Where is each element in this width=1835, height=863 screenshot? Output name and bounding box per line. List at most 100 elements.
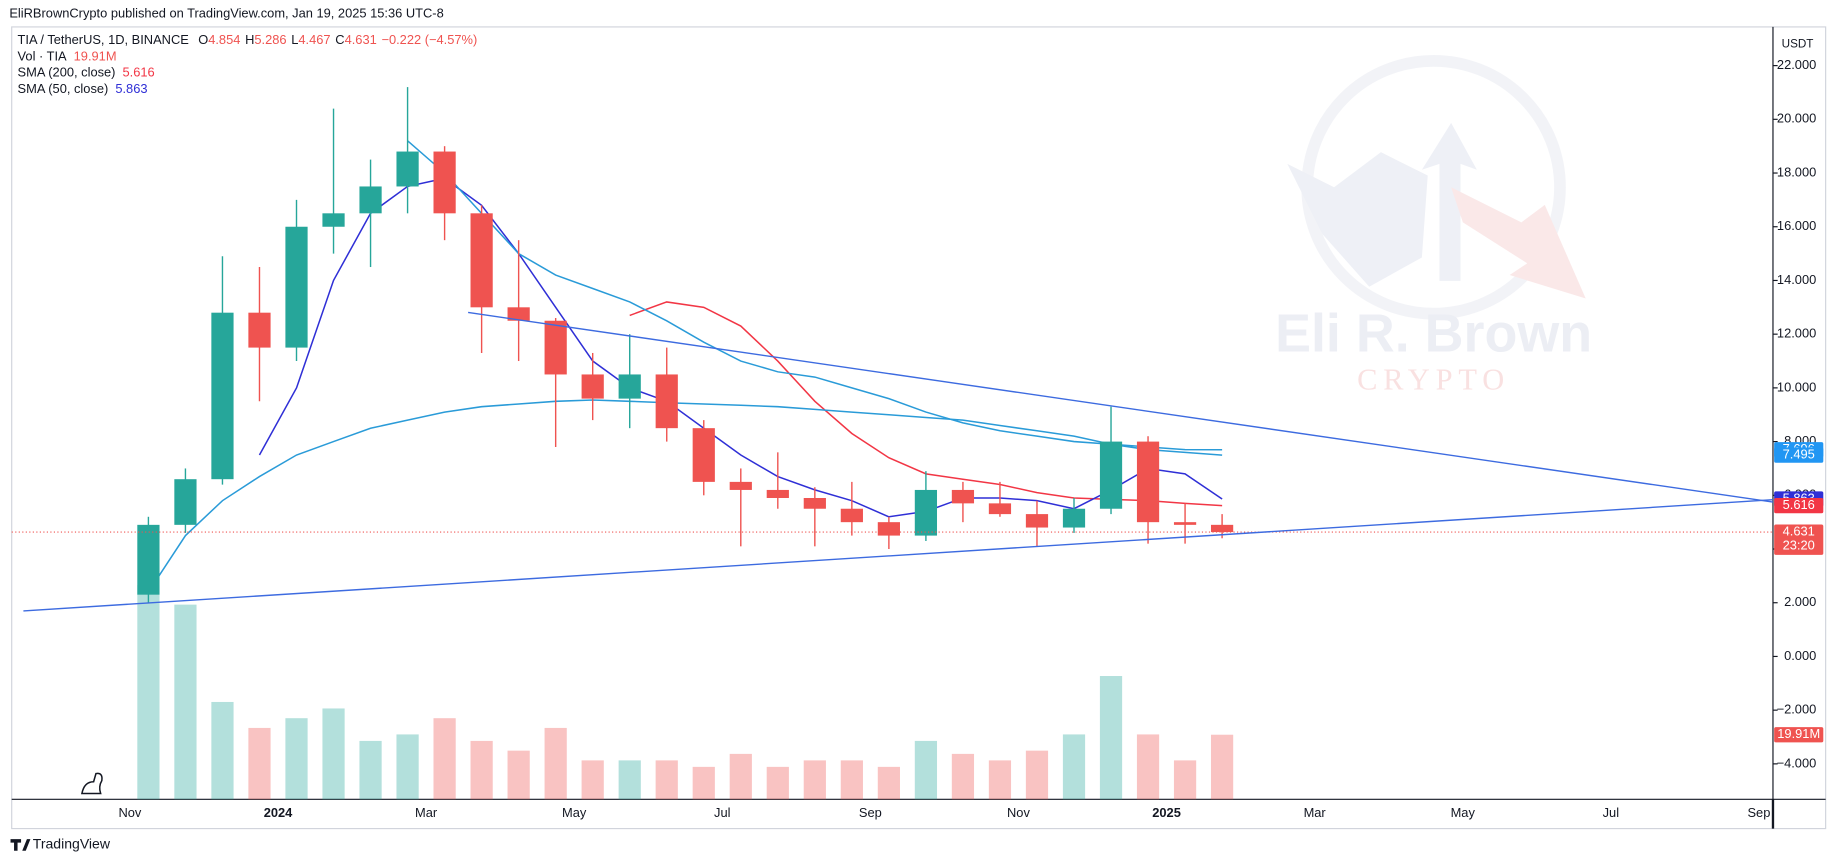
- candle-body: [1173, 522, 1197, 525]
- series-tag-bg: [1774, 447, 1824, 463]
- candle-body: [581, 374, 604, 399]
- candle-body: [951, 489, 975, 504]
- candle-body: [470, 213, 493, 308]
- volume-bar: [655, 760, 678, 800]
- y-tick-label: 18.000: [1777, 164, 1816, 179]
- volume-bar: [729, 753, 752, 800]
- candle-body: [840, 508, 863, 523]
- candle-body: [433, 151, 456, 214]
- volume-bar: [914, 740, 938, 800]
- price-tag: 4.631: [1783, 523, 1815, 538]
- volume-bar: [285, 718, 308, 800]
- plot: [11, 87, 1773, 800]
- countdown: 23:20: [1783, 538, 1815, 553]
- candle-body: [692, 428, 715, 482]
- x-tick-label: Sep: [859, 805, 882, 820]
- volume-legend: Vol · TIA 19.91M: [18, 49, 117, 64]
- ohlc-value: 4.467: [298, 32, 330, 47]
- candle-body: [618, 374, 641, 399]
- candle-body: [248, 312, 271, 348]
- watermark: [1287, 55, 1586, 320]
- volume-tag-bg: [1774, 727, 1824, 743]
- volume-bar: [470, 740, 493, 800]
- ohlc-key: O: [198, 32, 208, 47]
- x-tick-label: Jul: [714, 805, 730, 820]
- candle-body: [359, 186, 382, 214]
- symbol: TIA / TetherUS, 1D, BINANCE: [18, 32, 190, 47]
- volume-bar: [1173, 760, 1197, 800]
- y-tick-label: 2.000: [1784, 594, 1816, 609]
- dino-icon: [80, 772, 103, 795]
- series-tag: 5.616: [1783, 497, 1815, 512]
- symbol-legend: TIA / TetherUS, 1D, BINANCE O4.854 H5.286 L…: [18, 32, 478, 47]
- volume-bar: [322, 708, 345, 800]
- candle-body: [544, 320, 567, 375]
- candle-body: [803, 497, 826, 509]
- publisher: EliRBrownCrypto published on TradingView…: [9, 5, 443, 20]
- volume-bar: [1210, 734, 1234, 800]
- candle-body: [174, 479, 197, 525]
- volume-bar: [618, 760, 641, 800]
- x-tick-label: Nov: [1007, 805, 1030, 820]
- volume-name: Vol · TIA: [18, 49, 67, 64]
- ohlc-value: 4.631: [345, 32, 377, 47]
- candle-body: [1210, 524, 1234, 533]
- y-tick-label: 22.000: [1777, 57, 1816, 72]
- candle-body: [655, 374, 678, 429]
- legend-name: SMA (200, close): [18, 65, 116, 80]
- volume-bar: [359, 740, 382, 800]
- price-tag-bg: [1774, 524, 1824, 555]
- volume-bar: [840, 760, 863, 800]
- footer: TradingView: [33, 836, 111, 852]
- trendline-support: [23, 499, 1774, 612]
- candle-body: [507, 307, 530, 321]
- volume-bar: [877, 766, 900, 800]
- x-tick-label: Sep: [1747, 805, 1770, 820]
- watermark-bear: [1451, 187, 1586, 299]
- volume-bar: [1136, 734, 1160, 800]
- watermark-name: Eli R. Brown: [1275, 303, 1592, 363]
- volume-bar: [248, 727, 271, 800]
- watermark-bull: [1287, 152, 1428, 287]
- legend-value: 5.863: [115, 82, 147, 97]
- ma-line: [258, 177, 1223, 518]
- watermark-arrow: [1421, 122, 1477, 281]
- x-tick-label: Nov: [118, 805, 141, 820]
- volume-bar: [433, 718, 456, 800]
- candle-body: [988, 503, 1012, 515]
- candle-body: [877, 522, 900, 536]
- candle-body: [1062, 508, 1086, 528]
- volume-bar: [396, 734, 419, 800]
- y-tick-label: 10.000: [1777, 379, 1816, 394]
- y-tick-label: −4.000: [1777, 755, 1817, 770]
- ohlc-key: C: [335, 32, 344, 47]
- y-tick-label: 14.000: [1777, 272, 1816, 287]
- volume-value: 19.91M: [74, 49, 117, 64]
- trendline-resistance: [468, 311, 1774, 503]
- ohlc-key: L: [291, 32, 298, 47]
- x-tick-label: 2025: [1152, 805, 1181, 820]
- ohlc-key: H: [245, 32, 254, 47]
- volume-bar: [803, 760, 826, 800]
- volume-bar: [174, 604, 197, 800]
- candle-body: [1136, 441, 1160, 523]
- volume-bar: [211, 701, 234, 800]
- series-tag-bg: [1774, 498, 1824, 514]
- change: −0.222 (−4.57%): [381, 32, 477, 47]
- watermark-sub: CRYPTO: [1357, 363, 1510, 397]
- volume-bar: [137, 585, 160, 800]
- volume-tag: 19.91M: [1777, 726, 1820, 741]
- x-tick-label: Mar: [1304, 805, 1327, 820]
- x-tick-label: Mar: [415, 805, 438, 820]
- ohlc-value: 4.854: [208, 32, 240, 47]
- candle-body: [396, 151, 419, 187]
- legend-entry: SMA (200, close) 5.616: [18, 65, 155, 80]
- volume-bar: [544, 727, 567, 800]
- x-tick-label: May: [562, 805, 587, 820]
- x-tick-label: May: [1451, 805, 1476, 820]
- volume-bar: [1062, 734, 1086, 800]
- ohlc-value: 5.286: [254, 32, 286, 47]
- volume-bar: [507, 750, 530, 800]
